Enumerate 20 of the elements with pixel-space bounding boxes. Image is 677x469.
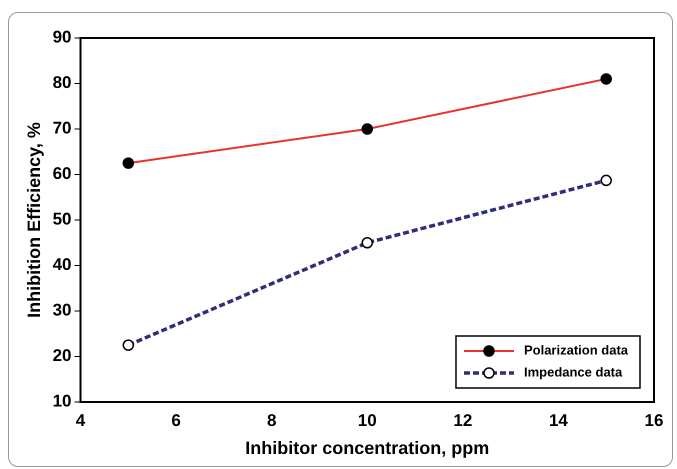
legend-label: Impedance data — [524, 364, 624, 380]
x-tick-label: 8 — [266, 410, 276, 430]
x-axis-title: Inhibitor concentration, ppm — [245, 438, 490, 458]
x-tick-label: 10 — [358, 410, 377, 430]
x-tick-label: 16 — [644, 410, 664, 430]
x-tick-label: 4 — [76, 410, 86, 430]
y-tick-label: 90 — [52, 28, 72, 47]
legend-label: Polarization data — [524, 342, 629, 358]
y-tick-label: 80 — [52, 73, 72, 92]
y-tick-label: 50 — [52, 210, 72, 229]
y-tick-label: 20 — [52, 346, 72, 366]
y-tick-label: 70 — [52, 118, 72, 138]
y-tick-label: 30 — [52, 300, 72, 320]
y-tick-label: 40 — [52, 255, 72, 274]
x-tick-label: 14 — [548, 410, 568, 430]
x-tick-label: 12 — [453, 410, 472, 430]
y-tick-label: 60 — [52, 164, 72, 184]
y-tick-label: 10 — [52, 392, 72, 411]
x-tick-label: 6 — [171, 410, 181, 430]
y-axis-title: Inhibition Efficiency, % — [24, 122, 44, 318]
